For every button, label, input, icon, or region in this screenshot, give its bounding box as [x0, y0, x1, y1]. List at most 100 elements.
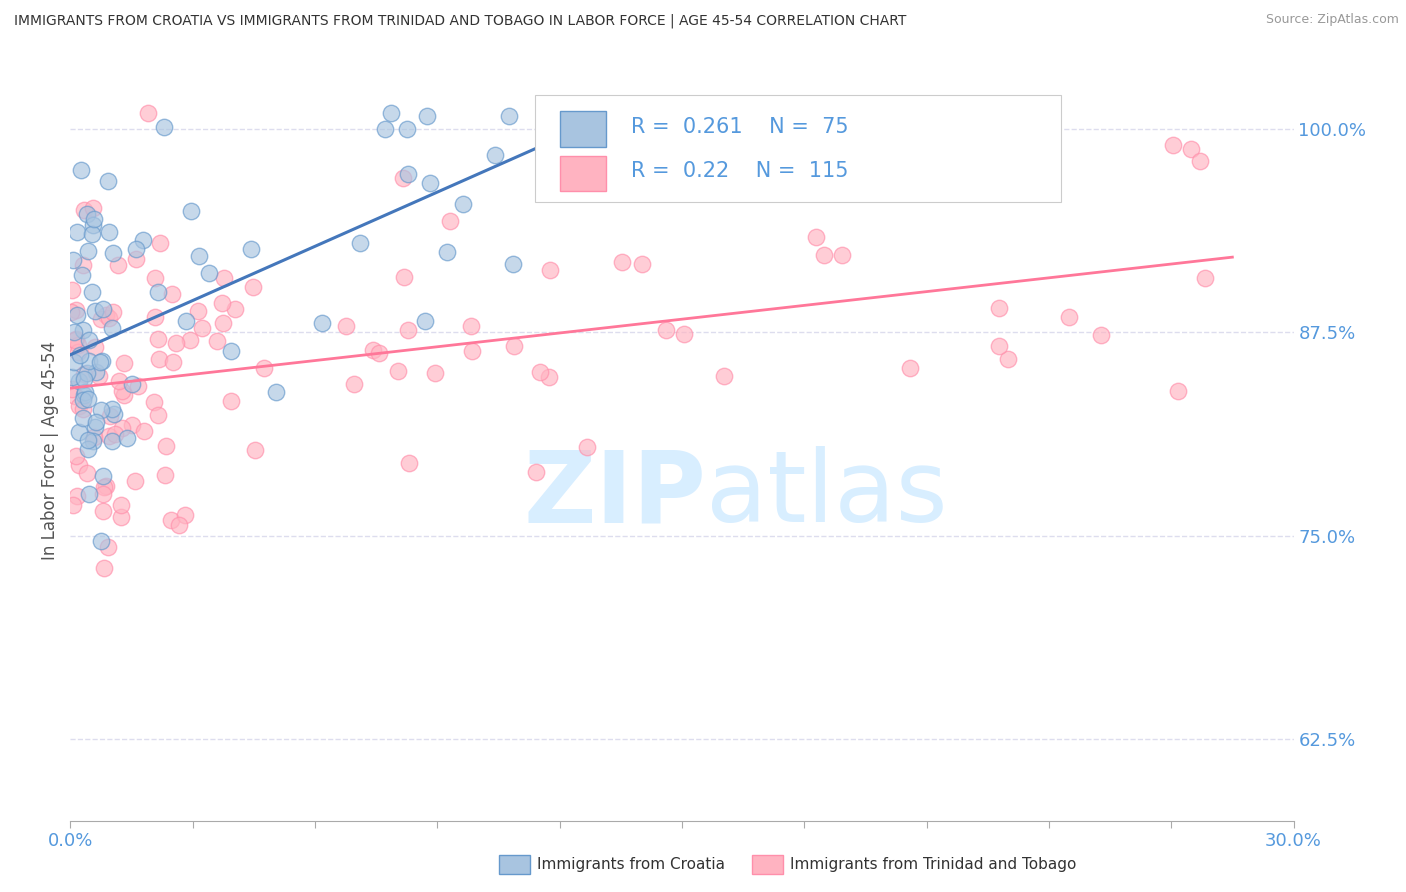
- Point: [396, 167, 419, 181]
- Point: [997, 352, 1019, 367]
- Point: [132, 424, 155, 438]
- Point: [65, 389, 87, 403]
- Point: [396, 323, 419, 337]
- Point: [84, 420, 107, 434]
- Point: [461, 344, 484, 359]
- Text: Immigrants from Croatia: Immigrants from Croatia: [537, 857, 725, 871]
- Point: [67, 399, 90, 413]
- Point: [1180, 142, 1202, 156]
- Point: [108, 374, 131, 388]
- Point: [439, 213, 461, 227]
- Point: [70, 163, 93, 178]
- Point: [1188, 153, 1211, 168]
- Point: [1194, 271, 1216, 285]
- Point: [127, 379, 149, 393]
- Point: [77, 333, 100, 347]
- Point: [62, 253, 84, 268]
- Point: [212, 316, 235, 330]
- Point: [83, 430, 105, 444]
- Point: [94, 478, 117, 492]
- Point: [391, 171, 413, 186]
- Point: [160, 513, 183, 527]
- Point: [72, 402, 94, 417]
- Point: [1059, 310, 1081, 324]
- Text: Immigrants from Trinidad and Tobago: Immigrants from Trinidad and Tobago: [790, 857, 1077, 871]
- Point: [83, 211, 105, 226]
- Point: [90, 534, 112, 549]
- FancyBboxPatch shape: [536, 95, 1062, 202]
- Text: R =  0.261    N =  75: R = 0.261 N = 75: [630, 117, 848, 137]
- Point: [987, 339, 1010, 353]
- Point: [187, 304, 209, 318]
- Point: [132, 233, 155, 247]
- Point: [813, 248, 835, 262]
- Point: [90, 312, 112, 326]
- Point: [65, 332, 87, 346]
- Point: [538, 262, 561, 277]
- Point: [413, 314, 436, 328]
- Point: [76, 207, 98, 221]
- Point: [101, 305, 124, 319]
- Point: [673, 327, 696, 342]
- Point: [124, 474, 146, 488]
- Point: [76, 466, 98, 480]
- Point: [713, 369, 735, 384]
- Y-axis label: In Labor Force | Age 45-54: In Labor Force | Age 45-54: [41, 341, 59, 560]
- Point: [72, 392, 94, 407]
- Bar: [560, 156, 606, 192]
- Point: [73, 371, 96, 385]
- Point: [1166, 384, 1188, 399]
- Point: [66, 308, 89, 322]
- Point: [72, 258, 94, 272]
- Point: [67, 374, 90, 388]
- Point: [100, 434, 122, 448]
- Point: [82, 202, 104, 216]
- Point: [264, 384, 287, 399]
- Point: [987, 301, 1010, 315]
- Point: [73, 384, 96, 399]
- Point: [423, 366, 446, 380]
- Point: [80, 227, 103, 241]
- Point: [179, 334, 201, 348]
- Point: [77, 392, 100, 407]
- Point: [72, 323, 94, 337]
- Point: [155, 439, 177, 453]
- Point: [82, 434, 104, 448]
- Point: [155, 467, 177, 482]
- Point: [576, 441, 599, 455]
- Point: [211, 296, 233, 310]
- Point: [498, 109, 520, 123]
- Point: [63, 354, 86, 368]
- Point: [63, 334, 86, 348]
- Point: [111, 384, 134, 398]
- Point: [101, 321, 124, 335]
- Point: [242, 280, 264, 294]
- Point: [66, 489, 89, 503]
- Point: [77, 487, 100, 501]
- Point: [110, 509, 132, 524]
- Point: [110, 498, 132, 512]
- Point: [146, 409, 169, 423]
- Point: [91, 469, 114, 483]
- Point: [107, 258, 129, 272]
- Point: [167, 517, 190, 532]
- Point: [80, 285, 103, 299]
- Point: [436, 244, 458, 259]
- Point: [180, 203, 202, 218]
- Point: [67, 425, 90, 439]
- Point: [361, 343, 384, 357]
- Point: [101, 402, 124, 417]
- Point: [655, 323, 678, 337]
- Point: [197, 266, 219, 280]
- Point: [380, 105, 402, 120]
- Point: [148, 285, 170, 299]
- Point: [86, 365, 108, 379]
- Point: [335, 319, 357, 334]
- Point: [104, 426, 127, 441]
- Point: [72, 410, 94, 425]
- Point: [60, 382, 83, 396]
- Point: [1090, 327, 1112, 342]
- Point: [253, 361, 276, 376]
- Point: [76, 433, 98, 447]
- Point: [84, 340, 107, 354]
